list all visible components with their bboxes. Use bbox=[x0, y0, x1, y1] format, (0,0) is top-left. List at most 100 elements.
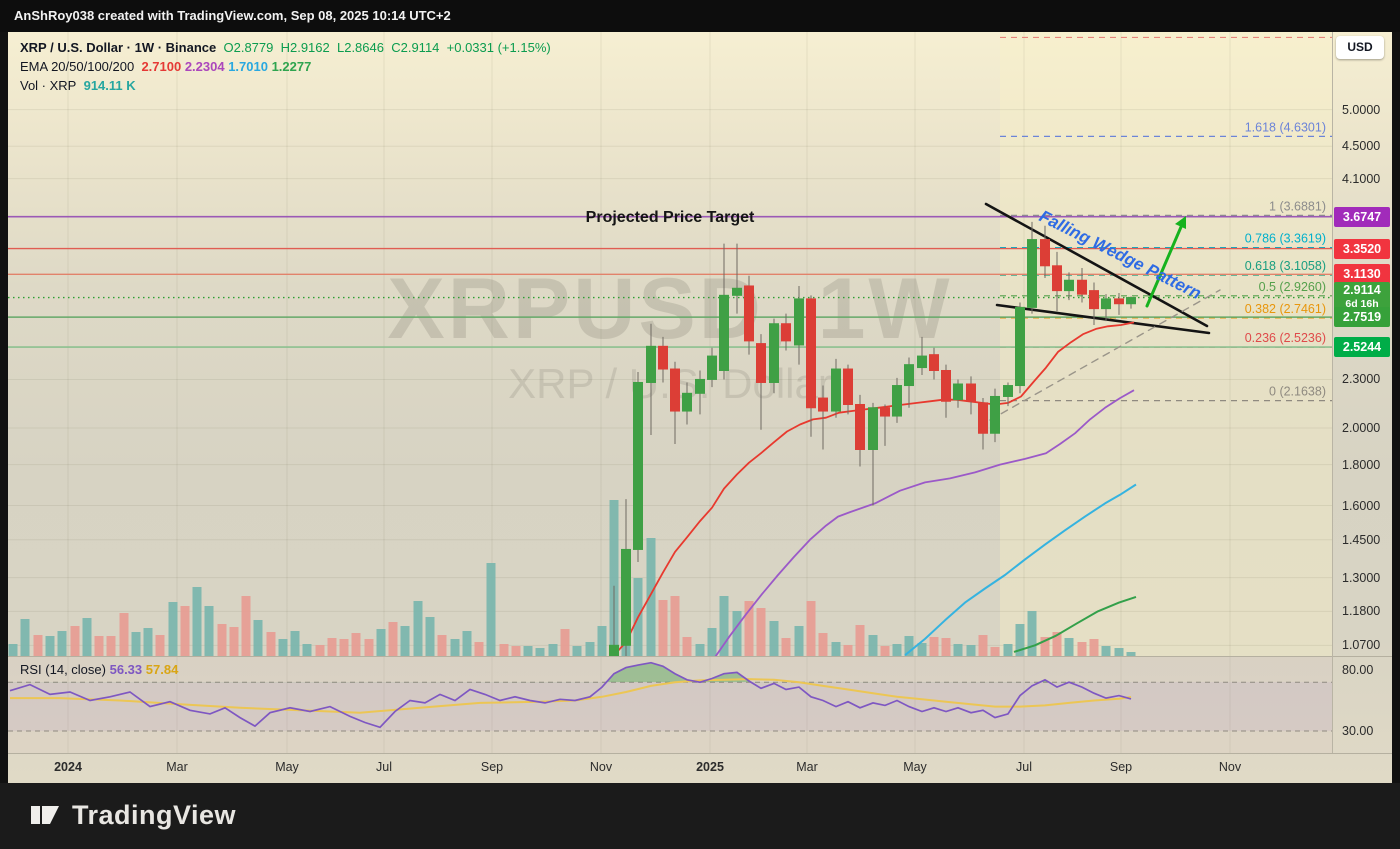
price-tick-label: 1.4500 bbox=[1342, 532, 1381, 547]
volume-bar bbox=[990, 647, 1000, 656]
time-axis-label[interactable]: May bbox=[903, 760, 927, 774]
currency-toggle-button[interactable]: USD bbox=[1336, 36, 1384, 59]
breakout-arrow-head bbox=[1175, 216, 1186, 229]
price-axis[interactable]: USD 5.0000 4.5000 4.1000 2.3000 2.0000 1.8000… bbox=[1332, 32, 1392, 753]
time-axis-label[interactable]: Sep bbox=[480, 760, 504, 774]
wedge-upper-trendline[interactable] bbox=[984, 202, 1209, 328]
volume-bar bbox=[388, 622, 398, 656]
volume-bar bbox=[904, 636, 914, 656]
time-axis-label[interactable]: Nov bbox=[1218, 760, 1242, 774]
volume-bar bbox=[45, 636, 55, 656]
candle-body bbox=[978, 402, 988, 434]
candle-body bbox=[769, 323, 779, 383]
volume-bar bbox=[966, 645, 976, 656]
volume-bar bbox=[315, 645, 325, 656]
tradingview-brand[interactable]: TradingView bbox=[30, 799, 236, 831]
time-axis-label[interactable]: May bbox=[275, 760, 299, 774]
time-axis-label[interactable]: Jul bbox=[1016, 760, 1032, 774]
time-axis-label[interactable]: Jul bbox=[376, 760, 392, 774]
volume-bar bbox=[70, 626, 80, 656]
time-axis-label[interactable]: Sep bbox=[1109, 760, 1133, 774]
candle-body bbox=[621, 548, 631, 646]
candlesticks bbox=[609, 221, 1136, 656]
time-axis-label[interactable]: Mar bbox=[796, 760, 818, 774]
volume-bar bbox=[229, 627, 239, 656]
rsi-ma-line bbox=[10, 678, 1132, 714]
volume-bar bbox=[119, 613, 129, 656]
time-axis-label[interactable]: Mar bbox=[166, 760, 188, 774]
candle-body bbox=[880, 407, 890, 417]
volume-bar bbox=[1101, 646, 1111, 656]
time-axis[interactable]: 2024 Mar May Jul Sep Nov 2025 Mar May Jul Sep Nov bbox=[8, 753, 1392, 783]
candle-body bbox=[1040, 239, 1050, 267]
candle-body bbox=[719, 294, 729, 371]
candle-body bbox=[818, 397, 828, 412]
volume-bar bbox=[917, 643, 927, 656]
volume-bar bbox=[204, 606, 214, 656]
low-value: L2.8646 bbox=[336, 40, 384, 55]
pane-separator-rsi[interactable] bbox=[8, 656, 1392, 657]
volume-bar bbox=[327, 638, 337, 656]
ema-row[interactable]: EMA 20/50/100/200 2.7100 2.2304 1.7010 1… bbox=[20, 57, 551, 76]
attribution-text: AnShRoy038 created with TradingView.com,… bbox=[14, 8, 451, 23]
candle-body bbox=[966, 383, 976, 402]
support-dashed-trendline[interactable] bbox=[989, 289, 1221, 421]
candle-body bbox=[670, 368, 680, 412]
volume-bar bbox=[658, 600, 668, 656]
candle-body bbox=[695, 378, 705, 394]
breakout-arrow[interactable] bbox=[1145, 218, 1186, 308]
candle-body bbox=[831, 368, 841, 412]
time-axis-label[interactable]: Nov bbox=[589, 760, 613, 774]
candle-body bbox=[658, 345, 668, 370]
annotation-text[interactable]: Projected Price Target bbox=[586, 209, 755, 226]
price-badge: 3.3520 bbox=[1334, 238, 1390, 259]
volume-bar bbox=[609, 500, 619, 656]
volume-bar bbox=[781, 638, 791, 656]
volume-bar bbox=[597, 626, 607, 656]
volume-bar bbox=[278, 639, 288, 656]
time-axis-label[interactable]: 2024 bbox=[54, 760, 82, 774]
price-tick-label: 1.6000 bbox=[1342, 498, 1381, 513]
rsi-legend[interactable]: RSI (14, close) 56.33 57.84 bbox=[20, 662, 178, 677]
candle-body bbox=[633, 381, 643, 550]
candle-body bbox=[904, 364, 914, 387]
candle-body bbox=[794, 298, 804, 346]
volume-bar bbox=[572, 646, 582, 656]
candle-body bbox=[892, 385, 902, 417]
price-tick-label: 1.0700 bbox=[1342, 638, 1381, 653]
time-axis-label[interactable]: 2025 bbox=[696, 760, 724, 774]
rsi-value: 56.33 bbox=[109, 662, 143, 677]
symbol-row[interactable]: XRP / U.S. Dollar · 1W · Binance O2.8779… bbox=[20, 38, 551, 57]
ema-value: 2.2304 bbox=[184, 59, 229, 74]
volume-row[interactable]: Vol · XRP 914.11 K bbox=[20, 76, 551, 95]
volume-bar bbox=[143, 628, 153, 656]
volume-bar bbox=[168, 602, 178, 656]
ema-label: EMA 20/50/100/200 bbox=[20, 59, 135, 74]
volume-bar bbox=[868, 635, 878, 656]
volume-label: Vol · XRP bbox=[20, 78, 77, 93]
rsi-tick-label: 30.00 bbox=[1342, 724, 1374, 738]
chart-area[interactable]: XRPUSD, 1W XRP / U.S. Dollar 1.618 (4.6301… bbox=[8, 32, 1392, 783]
price-badge: 2.7519 bbox=[1334, 307, 1390, 328]
volume-bar bbox=[744, 601, 754, 656]
candle-body bbox=[732, 287, 742, 296]
volume-bar bbox=[732, 611, 742, 656]
volume-bar bbox=[769, 621, 779, 656]
volume-bar bbox=[1064, 638, 1074, 656]
fib-level-label: 1.618 (4.6301) bbox=[1245, 120, 1326, 134]
volume-bar bbox=[376, 629, 386, 656]
candle-body bbox=[1052, 265, 1062, 292]
open-value: O2.8779 bbox=[223, 40, 274, 55]
volume-bar bbox=[364, 639, 374, 656]
rsi-ma-value: 57.84 bbox=[145, 662, 179, 677]
price-tick-label: 2.3000 bbox=[1342, 372, 1381, 387]
volume-bar bbox=[241, 596, 251, 656]
fib-level-label: 0.5 (2.9260) bbox=[1259, 280, 1326, 294]
volume-bar bbox=[425, 617, 435, 656]
candle-body bbox=[1003, 385, 1013, 397]
volume-bar bbox=[831, 642, 841, 656]
price-badge: 3.1130 bbox=[1334, 264, 1390, 285]
symbol-title[interactable]: XRP / U.S. Dollar · 1W · Binance bbox=[20, 40, 217, 55]
volume-bar bbox=[953, 644, 963, 656]
